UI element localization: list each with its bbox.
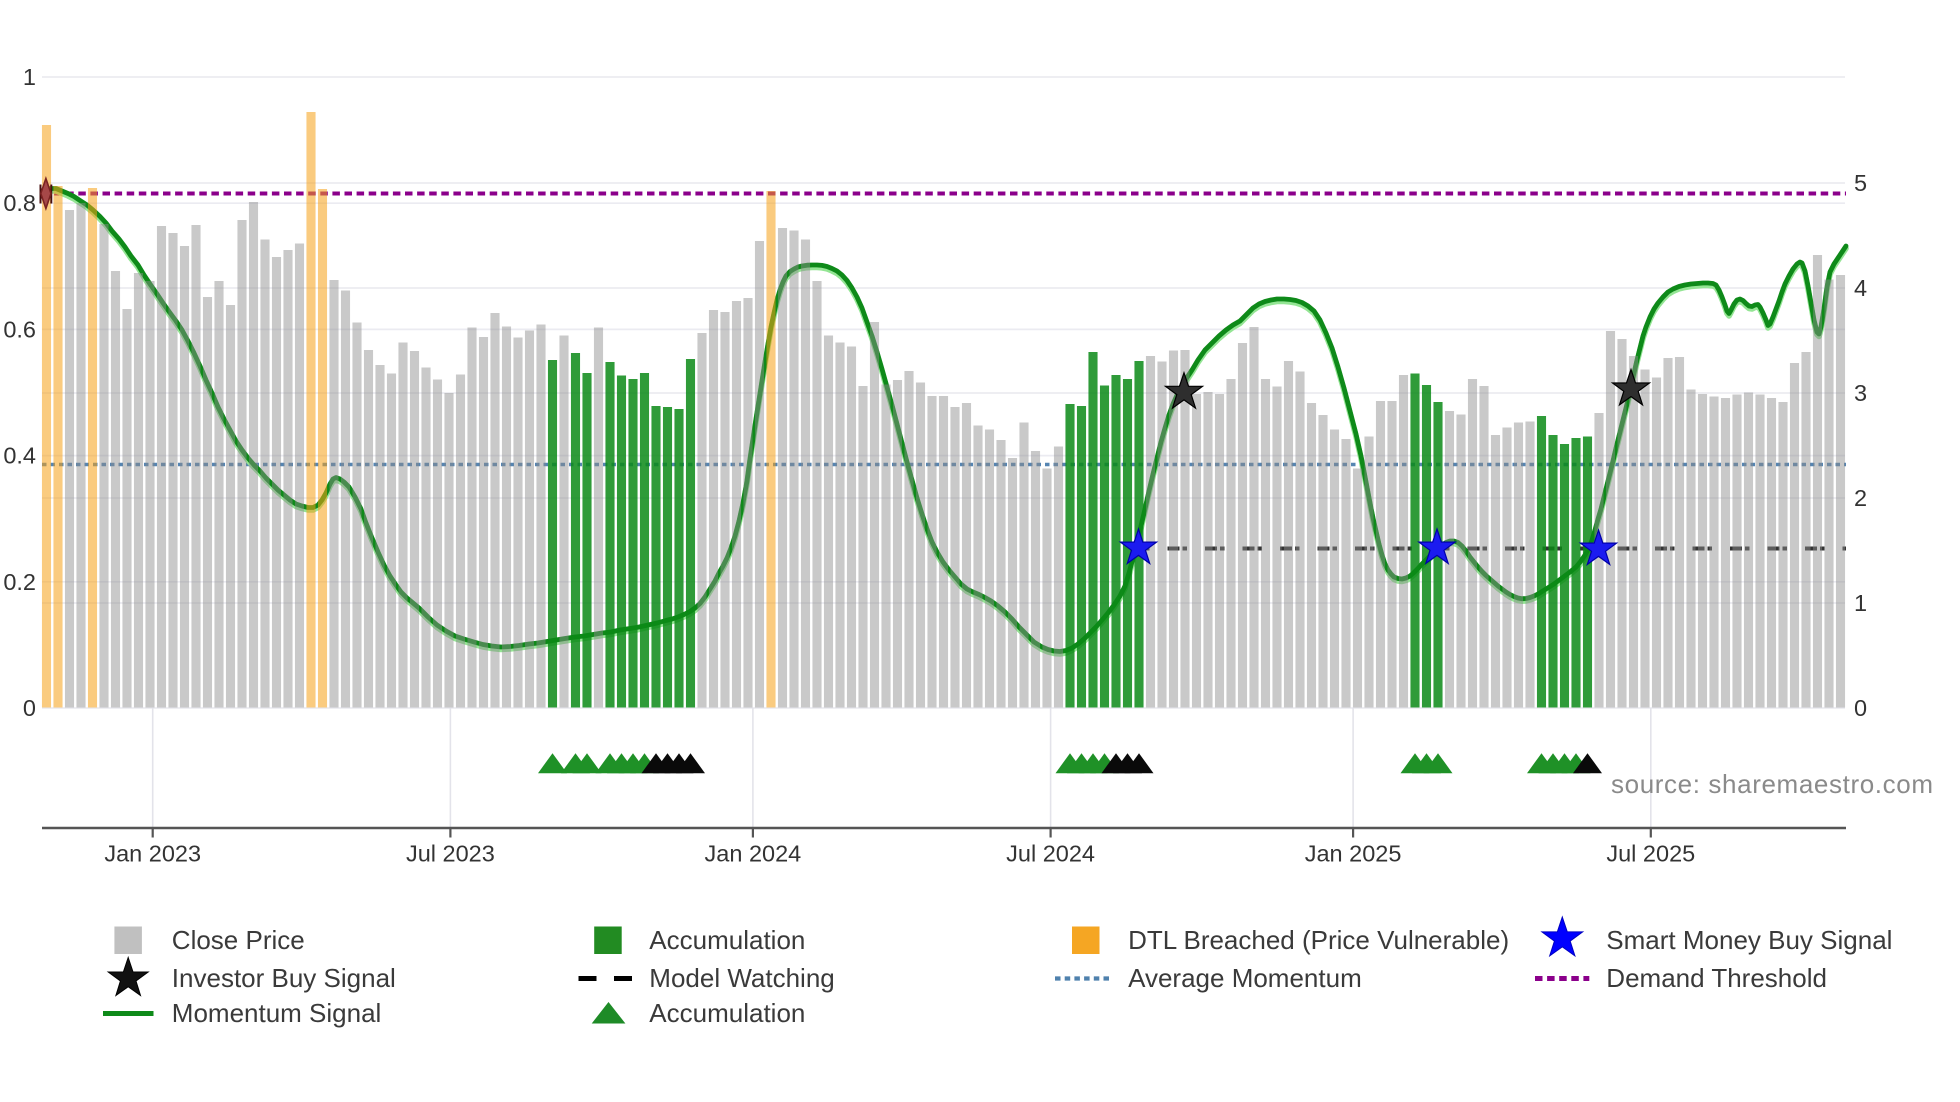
svg-text:Demand Threshold: Demand Threshold [1606, 963, 1827, 993]
svg-text:Jul 2023: Jul 2023 [406, 841, 495, 867]
svg-text:0: 0 [23, 695, 36, 721]
svg-text:4: 4 [1854, 275, 1867, 301]
svg-text:Investor Buy Signal: Investor Buy Signal [172, 963, 396, 993]
svg-text:Jan 2024: Jan 2024 [705, 841, 802, 867]
svg-text:Model Watching: Model Watching [649, 963, 834, 993]
svg-text:0.4: 0.4 [3, 443, 36, 469]
svg-text:Average Momentum: Average Momentum [1128, 963, 1362, 993]
svg-text:5: 5 [1854, 170, 1867, 196]
svg-text:Jul 2024: Jul 2024 [1006, 841, 1095, 867]
svg-text:Accumulation: Accumulation [649, 925, 805, 955]
svg-text:source: sharemaestro.com: source: sharemaestro.com [1611, 769, 1933, 799]
svg-text:0.8: 0.8 [3, 190, 36, 216]
svg-text:Jan 2025: Jan 2025 [1305, 841, 1402, 867]
svg-text:3: 3 [1854, 380, 1867, 406]
svg-text:1: 1 [1854, 590, 1867, 616]
svg-text:2: 2 [1854, 485, 1867, 511]
svg-text:0.6: 0.6 [3, 316, 36, 342]
svg-text:Momentum Signal: Momentum Signal [172, 998, 382, 1028]
svg-text:Accumulation: Accumulation [649, 998, 805, 1028]
svg-text:Smart Money Buy Signal: Smart Money Buy Signal [1606, 925, 1892, 955]
svg-text:Jul 2025: Jul 2025 [1606, 841, 1695, 867]
svg-text:DTL Breached (Price Vulnerable: DTL Breached (Price Vulnerable) [1128, 925, 1509, 955]
svg-text:0.2: 0.2 [3, 569, 36, 595]
svg-text:1: 1 [23, 64, 36, 90]
svg-text:Close Price: Close Price [172, 925, 305, 955]
svg-text:Jan 2023: Jan 2023 [104, 841, 201, 867]
svg-text:0: 0 [1854, 695, 1867, 721]
